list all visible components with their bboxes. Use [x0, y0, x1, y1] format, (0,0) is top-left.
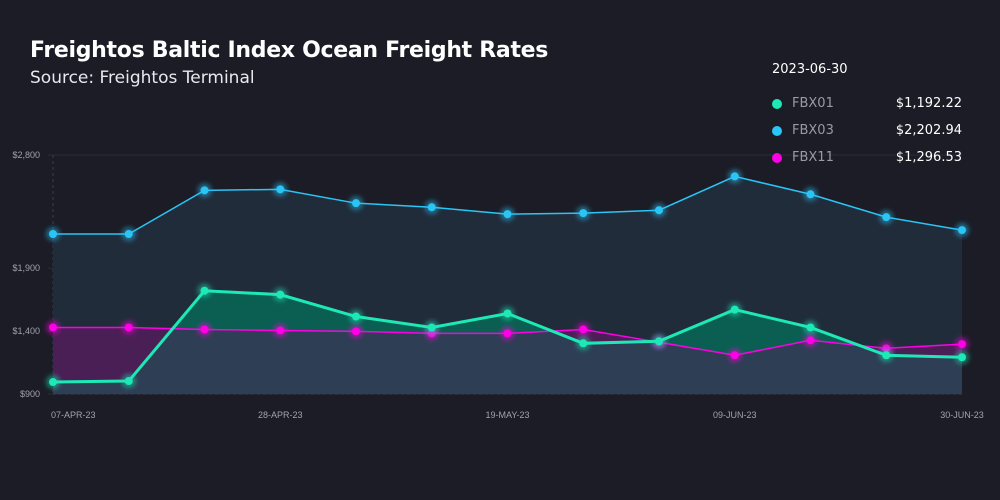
fbx03-point	[958, 226, 966, 235]
legend: 2023-06-30 FBX01 $1,192.22 FBX03 $2,202.…	[772, 62, 962, 171]
fbx03-point	[49, 229, 57, 238]
legend-item-fbx11[interactable]: FBX11 $1,296.53	[772, 144, 962, 171]
fbx03-point	[730, 172, 739, 181]
fbx11-point	[579, 325, 588, 334]
fbx01-point	[882, 351, 891, 360]
fbx03-point	[806, 190, 815, 199]
x-tick-label: 28-APR-23	[258, 410, 303, 420]
chart-subtitle: Source: Freightos Terminal	[30, 68, 255, 88]
fbx11-point	[503, 329, 512, 338]
fbx01-point	[276, 290, 285, 299]
fbx03-point	[352, 199, 360, 208]
fbx01-point	[124, 377, 133, 386]
fbx01-point	[655, 337, 663, 346]
legend-name: FBX03	[792, 123, 834, 138]
chart-title: Freightos Baltic Index Ocean Freight Rat…	[30, 38, 549, 63]
legend-date: 2023-06-30	[772, 62, 848, 77]
y-tick-label: $2,800	[12, 150, 40, 160]
fbx11-dot-icon	[772, 152, 782, 163]
fbx01-point	[49, 378, 57, 387]
fbx11-point	[124, 323, 133, 332]
legend-item-fbx03[interactable]: FBX03 $2,202.94	[772, 117, 962, 144]
fbx11-point	[352, 327, 360, 336]
y-tick-label: $900	[20, 389, 40, 399]
fbx03-point	[579, 209, 588, 218]
legend-item-fbx01[interactable]: FBX01 $1,192.22	[772, 90, 962, 117]
legend-name: FBX01	[792, 96, 834, 111]
fbx11-point	[958, 340, 966, 349]
fbx03-point	[655, 206, 663, 215]
fbx01-point	[806, 323, 815, 332]
fbx11-point	[806, 336, 815, 345]
overlap-area	[53, 328, 962, 394]
fbx03-point	[882, 213, 891, 222]
x-tick-label: 19-MAY-23	[485, 410, 529, 420]
fbx11-point	[49, 323, 57, 332]
fbx01-point	[579, 339, 588, 348]
fbx01-point	[730, 305, 739, 314]
fbx11-point	[276, 326, 285, 335]
y-tick-label: $1,400	[12, 326, 40, 336]
legend-value: $2,202.94	[895, 123, 962, 138]
fbx03-point	[427, 203, 436, 212]
legend-value: $1,296.53	[895, 150, 962, 165]
fbx01-point	[958, 353, 966, 362]
fbx01-dot-icon	[772, 98, 782, 109]
fbx11-point	[730, 351, 739, 360]
fbx01-point	[503, 309, 512, 318]
fbx03-point	[124, 229, 133, 238]
fbx03-point	[503, 210, 512, 219]
legend-name: FBX11	[792, 150, 834, 165]
fbx03-point	[200, 186, 209, 195]
legend-value: $1,192.22	[895, 96, 962, 111]
y-tick-label: $1,900	[12, 263, 40, 273]
fbx03-point	[276, 185, 285, 194]
fbx01-point	[200, 286, 209, 295]
fbx01-point	[427, 323, 436, 332]
fbx01-point	[352, 312, 360, 321]
x-tick-label: 09-JUN-23	[713, 410, 757, 420]
fbx11-point	[200, 325, 209, 334]
x-tick-label: 30-JUN-23	[940, 410, 984, 420]
x-tick-label: 07-APR-23	[51, 410, 96, 420]
fbx03-dot-icon	[772, 125, 782, 136]
